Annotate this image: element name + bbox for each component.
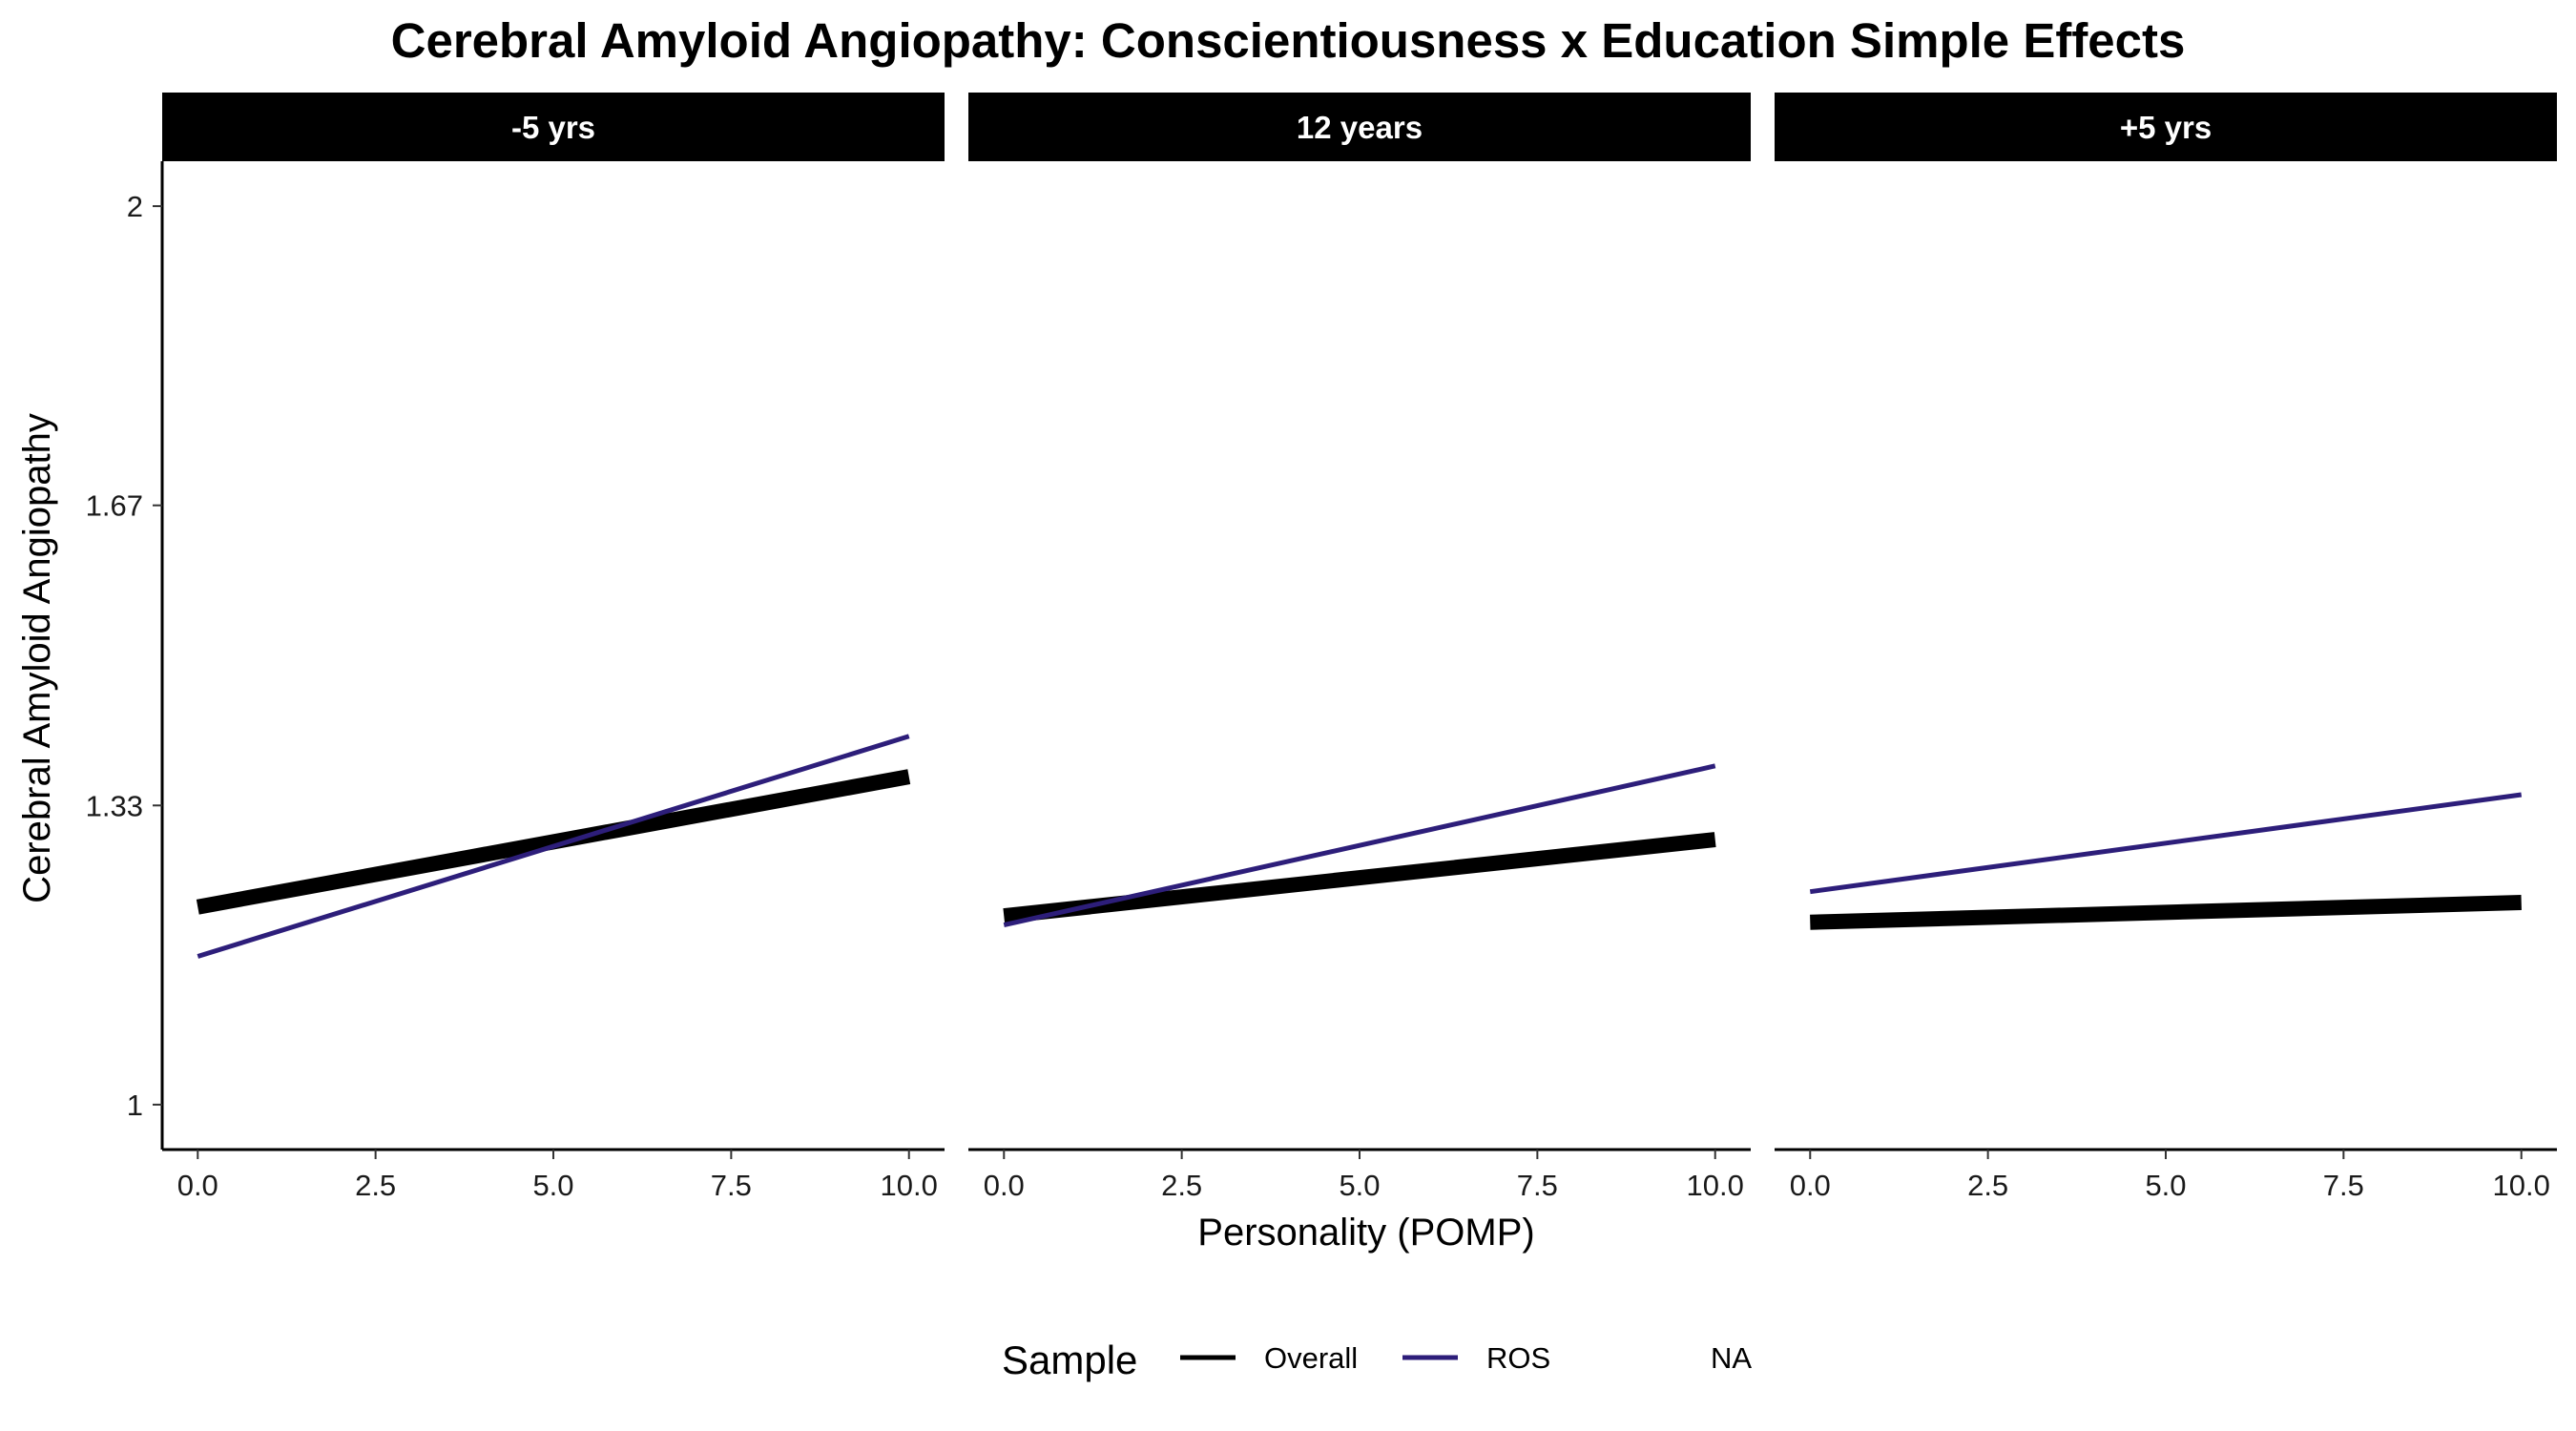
panel-strip: [1775, 93, 2557, 161]
x-tick-label: 5.0: [532, 1169, 573, 1202]
series-line-ros: [1003, 763, 1716, 927]
panel-strip-label: 12 years: [1297, 110, 1423, 145]
x-tick-label: 10.0: [881, 1169, 938, 1202]
y-tick-label: 2: [127, 190, 143, 223]
series-line-overall: [196, 769, 911, 915]
series-line-overall: [1003, 832, 1716, 924]
x-tick-label: 5.0: [2145, 1169, 2186, 1202]
legend-label-ros: ROS: [1486, 1341, 1550, 1375]
panel-strip-label: +5 yrs: [2120, 110, 2212, 145]
panel-strip-label: -5 yrs: [511, 110, 595, 145]
legend: Sample Overall ROS NA: [1002, 1338, 1752, 1382]
series-line-overall: [1810, 895, 2522, 930]
x-tick-label: 5.0: [1339, 1169, 1380, 1202]
panel-2: 12 years 0.0 2.5 5.0 7.5 10.0: [968, 93, 1751, 1202]
x-tick-label: 2.5: [355, 1169, 396, 1202]
panels: -5 yrs 0.0 2.5 5.0 7.5 10.0 1 1.33 1.67 2 12 years…: [86, 93, 2557, 1202]
x-tick-label: 2.5: [1161, 1169, 1202, 1202]
y-axis-title: Cerebral Amyloid Angiopathy: [16, 413, 58, 903]
panel-strip: [162, 93, 945, 161]
x-tick-label: 10.0: [1687, 1169, 1744, 1202]
x-tick-label: 7.5: [711, 1169, 752, 1202]
legend-title: Sample: [1002, 1338, 1137, 1382]
x-axis-title: Personality (POMP): [1197, 1212, 1534, 1254]
x-tick-label: 2.5: [1967, 1169, 2008, 1202]
series-line-ros: [197, 734, 910, 959]
y-tick-label: 1.67: [86, 489, 143, 523]
y-tick-label: 1: [127, 1089, 143, 1122]
chart-title: Cerebral Amyloid Angiopathy: Conscientio…: [391, 13, 2186, 68]
x-tick-label: 7.5: [2323, 1169, 2364, 1202]
x-tick-label: 0.0: [1790, 1169, 1831, 1202]
legend-label-na: NA: [1711, 1341, 1752, 1375]
x-tick-label: 0.0: [984, 1169, 1025, 1202]
x-tick-label: 7.5: [1517, 1169, 1558, 1202]
series-line-ros: [1809, 792, 2523, 895]
panel-strip: [968, 93, 1751, 161]
y-tick-label: 1.33: [86, 789, 143, 822]
x-tick-label: 0.0: [177, 1169, 218, 1202]
panel-3: +5 yrs 0.0 2.5 5.0 7.5 10.0: [1775, 93, 2557, 1202]
panel-1: -5 yrs 0.0 2.5 5.0 7.5 10.0 1 1.33 1.67 2: [86, 93, 945, 1202]
legend-label-overall: Overall: [1264, 1341, 1358, 1375]
x-tick-label: 10.0: [2493, 1169, 2550, 1202]
